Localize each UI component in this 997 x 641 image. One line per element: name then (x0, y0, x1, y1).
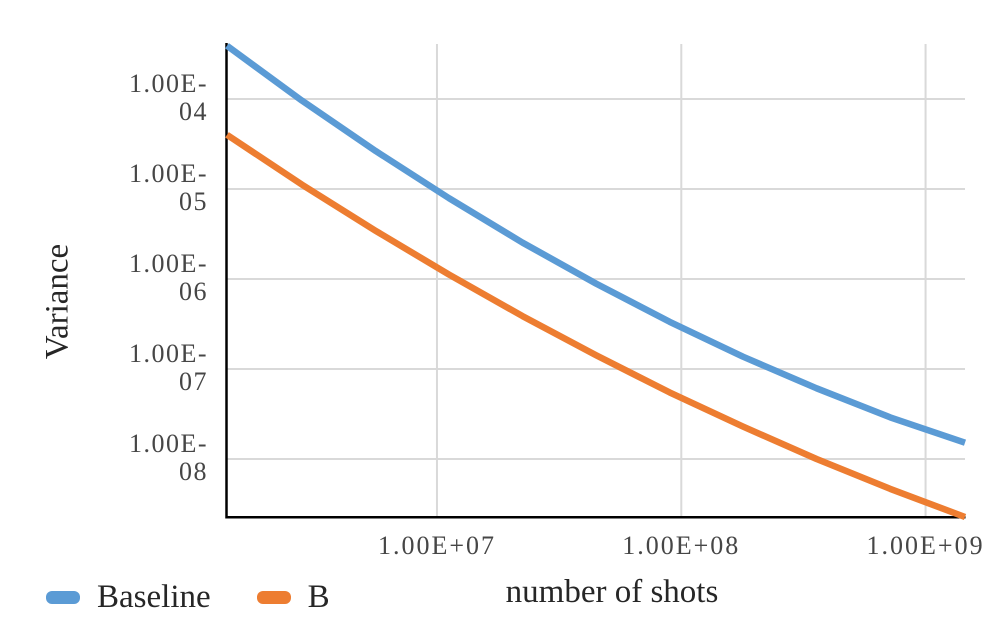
y-tick-label-line: 1.00E- (128, 339, 208, 369)
y-tick-label: 1.00E- 07 (36, 340, 208, 396)
x-tick-label: 1.00E+07 (377, 531, 496, 560)
y-tick-label-line: 04 (179, 96, 208, 126)
y-tick-label-line: 05 (179, 186, 208, 216)
y-axis-title: Variance (39, 243, 76, 360)
y-tick-label-line: 08 (179, 457, 208, 487)
y-tick-label-line: 07 (179, 367, 208, 397)
y-tick-label: 1.00E- 04 (36, 68, 208, 126)
y-tick-label-line: 1.00E- (128, 158, 208, 188)
y-tick-label: 1.00E- 08 (36, 430, 208, 486)
legend: Baseline B (46, 579, 330, 616)
baseline-series-line (225, 43, 967, 446)
y-tick-label: 1.00E- 06 (36, 250, 208, 306)
x-axis-title: number of shots (505, 574, 719, 610)
y-tick-label-line: 1.00E- (128, 68, 208, 98)
b-series-swatch-icon (256, 591, 291, 604)
b-series-line (225, 132, 967, 521)
y-tick-label-line: 1.00E- (128, 429, 208, 459)
y-tick-label: 1.00E- 05 (36, 158, 208, 216)
b-legend-label: B (307, 579, 330, 615)
x-tick-label: 1.00E+08 (622, 531, 741, 560)
x-tick-label: 1.00E+09 (866, 531, 985, 560)
baseline-legend-label: Baseline (97, 579, 211, 615)
y-tick-label-line: 1.00E- (128, 249, 208, 278)
y-tick-label-line: 06 (179, 277, 208, 306)
baseline-series-swatch-icon (46, 591, 80, 604)
